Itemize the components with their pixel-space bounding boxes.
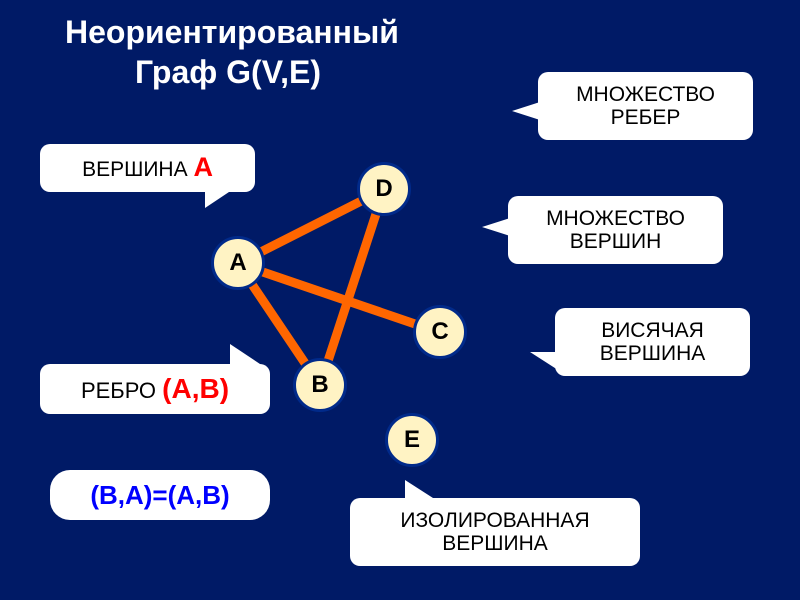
callout-tail [482,218,510,236]
node-A: A [211,236,265,290]
callout-tail [530,352,558,370]
callout-pendant-vertex: ВИСЯЧАЯВЕРШИНА [555,308,750,376]
callout-tail [405,480,433,498]
callout-text: РЕБРО [81,378,162,403]
callout-line2: ВЕРШИН [570,230,662,253]
node-B: B [293,358,347,412]
node-E: E [385,413,439,467]
node-C: C [413,305,467,359]
callout-isolated-vertex: ИЗОЛИРОВАННАЯВЕРШИНА [350,498,640,566]
callout-line2: РЕБЕР [611,106,681,129]
title-line1: Неориентированный [65,14,399,51]
callout-text: ВЕРШИНА [82,158,193,181]
equation-text: (B,A)=(A,B) [90,481,229,510]
callout-tail [230,344,260,364]
slide-canvas: Неориентированный Граф G(V,E) A B C D E ВЕРШ… [0,0,800,600]
callout-line2: ВЕРШИНА [600,342,706,365]
callout-line1: МНОЖЕСТВО [576,83,715,106]
callout-edge-ab: РЕБРО (А,В) [40,364,270,414]
callout-line1: ВИСЯЧАЯ [601,319,704,342]
callout-tail [512,102,540,120]
callout-accent: (А,В) [162,373,229,404]
equation-box: (B,A)=(A,B) [50,470,270,520]
callout-line1: ИЗОЛИРОВАННАЯ [400,509,589,532]
node-D: D [357,162,411,216]
title-line2: Граф G(V,E) [135,54,321,91]
callout-edge-set: МНОЖЕСТВОРЕБЕР [538,72,753,140]
callout-vertex-a: ВЕРШИНА А [40,144,255,192]
callout-accent: А [193,152,213,182]
callout-line2: ВЕРШИНА [442,532,548,555]
callout-vertex-set: МНОЖЕСТВОВЕРШИН [508,196,723,264]
callout-line1: МНОЖЕСТВО [546,207,685,230]
